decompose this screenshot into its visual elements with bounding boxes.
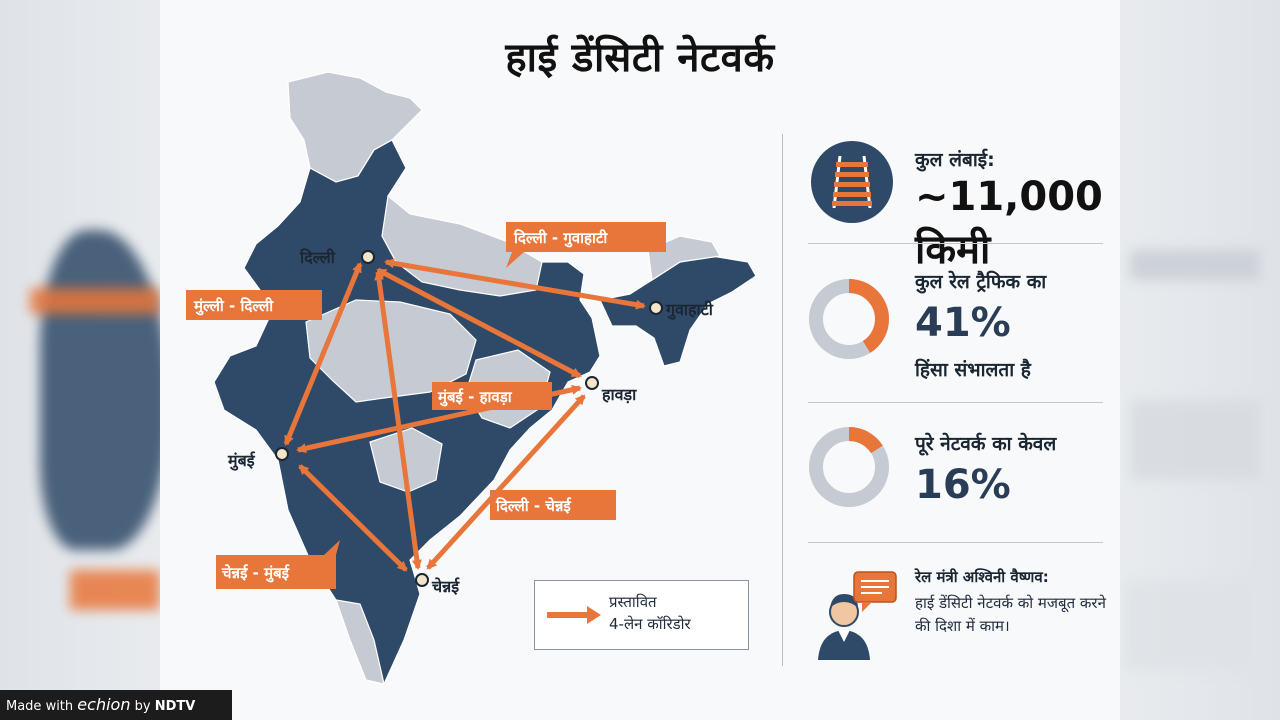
credit-bar: Made with echion by NDTV bbox=[0, 690, 232, 720]
svg-text:मुंल्ली - दिल्ली: मुंल्ली - दिल्ली bbox=[193, 297, 274, 316]
svg-text:मुंबई - हावड़ा: मुंबई - हावड़ा bbox=[437, 388, 513, 407]
city-dot-guwahati bbox=[649, 301, 663, 315]
corridor-tag-delhi-guwahati: दिल्ली - गुवाहाटी bbox=[506, 222, 666, 268]
length-value: ~11,000 किमी bbox=[915, 174, 1103, 273]
city-dot-mumbai bbox=[275, 447, 289, 461]
blurred-panel-right-a bbox=[1130, 250, 1260, 280]
svg-text:दिल्ली - चेन्नई: दिल्ली - चेन्नई bbox=[495, 497, 572, 515]
corridor-tag-delhi-chennai: दिल्ली - चेन्नई bbox=[490, 490, 616, 520]
credit-brand: echion bbox=[77, 695, 131, 714]
traffic-value: 41% bbox=[915, 300, 1011, 346]
credit-made-with: Made with bbox=[6, 699, 74, 714]
city-label-chennai: चेन्नई bbox=[431, 577, 460, 596]
city-label-howrah: हावड़ा bbox=[601, 385, 637, 404]
legend-line-2: 4-लेन कॉरिडोर bbox=[609, 615, 691, 633]
railway-track-icon bbox=[811, 141, 893, 223]
blurred-panel-right-b bbox=[1130, 400, 1260, 480]
length-label: कुल लंबाई: bbox=[915, 149, 995, 171]
region-kerala-tip bbox=[335, 599, 385, 685]
city-dot-chennai bbox=[415, 573, 429, 587]
blurred-tag-left bbox=[30, 288, 160, 314]
credit-by: by bbox=[134, 699, 151, 714]
page-title: हाई डेंसिटी नेटवर्क bbox=[505, 35, 775, 81]
network-label: पूरे नेटवर्क का केवल bbox=[915, 433, 1057, 455]
city-markers bbox=[275, 250, 663, 587]
panel-divider-2 bbox=[808, 402, 1103, 403]
legend-line-1: प्रस्तावित bbox=[609, 593, 657, 611]
quote-text: हाई डेंसिटी नेटवर्क को मजबूत करने की दिश… bbox=[915, 594, 1106, 635]
corridor-tag-chennai-mumbai: चेन्नई - मुंबई bbox=[216, 540, 340, 589]
credit-network: NDTV bbox=[154, 699, 196, 714]
corridor-tag-mumbai-howrah: मुंबई - हावड़ा bbox=[432, 382, 552, 410]
legend-label: प्रस्तावित 4-लेन कॉरिडोर bbox=[609, 591, 691, 635]
panel-divider-vertical bbox=[782, 134, 783, 666]
network-donut-chart bbox=[809, 427, 889, 507]
arrow-howrah-chennai bbox=[426, 394, 586, 570]
arrow-mumbai-chennai bbox=[298, 464, 408, 572]
quote-speaker: रेल मंत्री अश्विनी वैष्णव: bbox=[915, 568, 1049, 586]
corridor-tag-mumbai-delhi: मुंल्ली - दिल्ली bbox=[186, 290, 322, 320]
map-legend: प्रस्तावित 4-लेन कॉरिडोर bbox=[534, 580, 749, 650]
blurred-panel-right-c bbox=[1125, 580, 1255, 670]
arrow-right-icon bbox=[547, 606, 601, 624]
network-value: 16% bbox=[915, 462, 1011, 508]
svg-text:चेन्नई - मुंबई: चेन्नई - मुंबई bbox=[221, 564, 290, 583]
blurred-tag-left-2 bbox=[70, 570, 160, 610]
city-label-mumbai: मुंबई bbox=[227, 451, 256, 471]
traffic-sub: हिंसा संभालता है bbox=[915, 359, 1031, 381]
panel-divider-3 bbox=[808, 542, 1103, 543]
traffic-label: कुल रेल ट्रैफिक का bbox=[915, 271, 1047, 293]
city-dot-delhi bbox=[361, 250, 375, 264]
svg-text:दिल्ली - गुवाहाटी: दिल्ली - गुवाहाटी bbox=[513, 229, 608, 248]
panel-divider-1 bbox=[808, 243, 1103, 244]
city-label-guwahati: गुवाहाटी bbox=[665, 300, 714, 320]
city-dot-howrah bbox=[585, 376, 599, 390]
blurred-map-left bbox=[40, 230, 170, 550]
india-map: दिल्ली गुवाहाटी हावड़ा मुंबई चेन्नई दिल्… bbox=[186, 71, 757, 685]
minister-avatar-icon bbox=[818, 594, 870, 660]
infographic-card: हाई डेंसिटी नेटवर्क bbox=[160, 0, 1120, 720]
traffic-donut-chart bbox=[809, 279, 889, 359]
speech-bubble-icon bbox=[853, 571, 897, 612]
city-label-delhi: दिल्ली bbox=[299, 248, 336, 267]
